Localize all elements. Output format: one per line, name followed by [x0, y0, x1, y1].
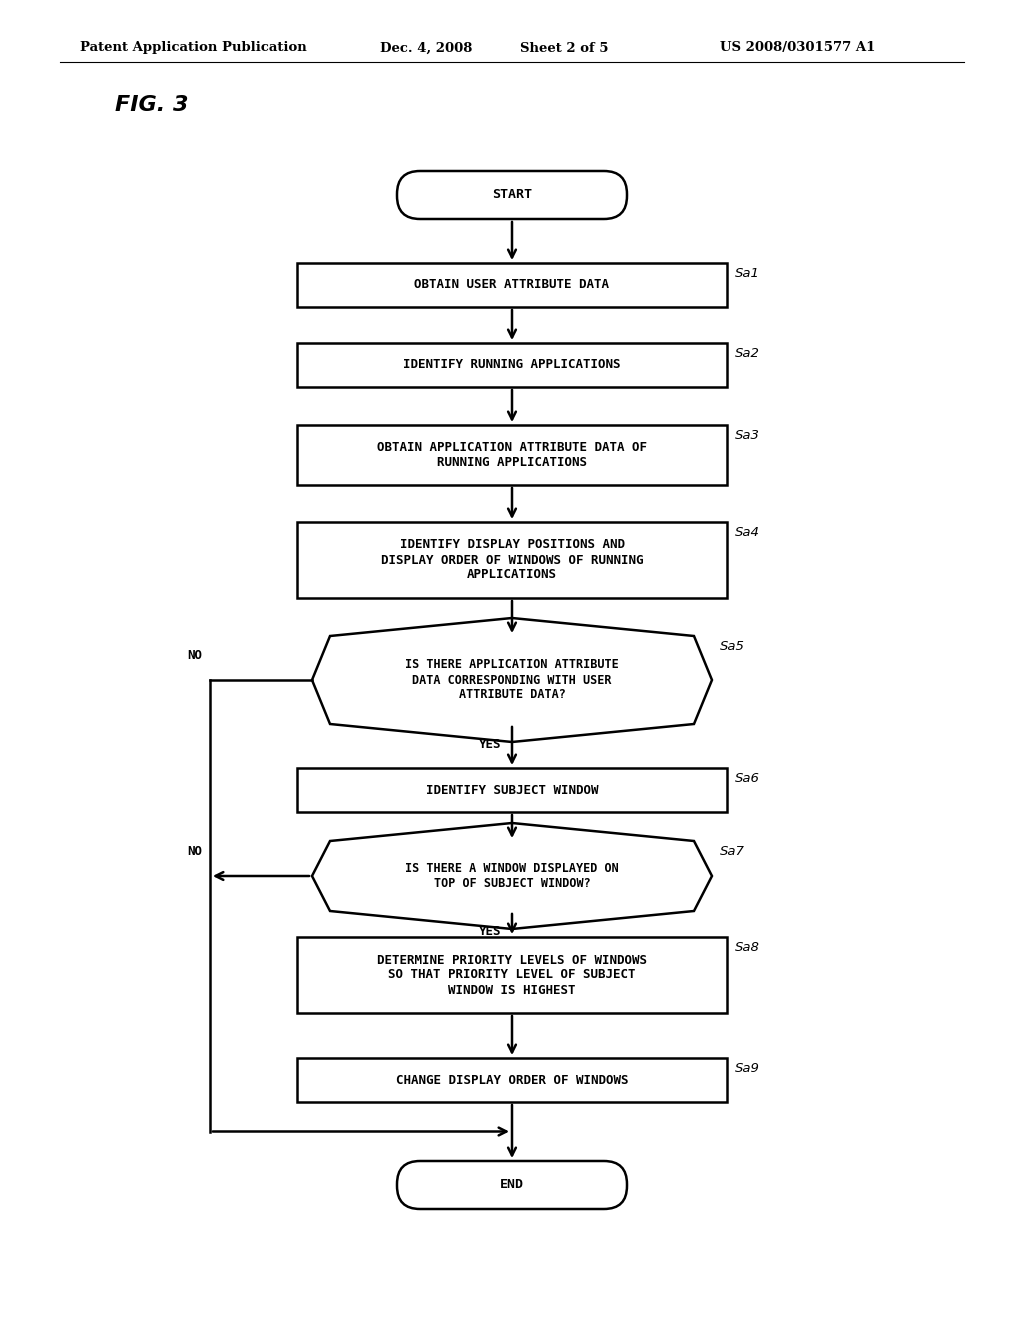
Text: END: END	[500, 1179, 524, 1192]
Text: Sa9: Sa9	[735, 1063, 760, 1074]
Bar	[297, 425, 727, 484]
Polygon shape	[312, 618, 712, 742]
Text: OBTAIN USER ATTRIBUTE DATA: OBTAIN USER ATTRIBUTE DATA	[415, 279, 609, 292]
Text: Sa1: Sa1	[735, 267, 760, 280]
Text: Sa6: Sa6	[735, 772, 760, 785]
Text: DETERMINE PRIORITY LEVELS OF WINDOWS
SO THAT PRIORITY LEVEL OF SUBJECT
WINDOW IS: DETERMINE PRIORITY LEVELS OF WINDOWS SO …	[377, 953, 647, 997]
Text: Patent Application Publication: Patent Application Publication	[80, 41, 307, 54]
Text: IDENTIFY SUBJECT WINDOW: IDENTIFY SUBJECT WINDOW	[426, 784, 598, 796]
Text: YES: YES	[479, 738, 502, 751]
Text: OBTAIN APPLICATION ATTRIBUTE DATA OF
RUNNING APPLICATIONS: OBTAIN APPLICATION ATTRIBUTE DATA OF RUN…	[377, 441, 647, 469]
Text: Dec. 4, 2008: Dec. 4, 2008	[380, 41, 472, 54]
Text: IDENTIFY RUNNING APPLICATIONS: IDENTIFY RUNNING APPLICATIONS	[403, 359, 621, 371]
Text: START: START	[492, 189, 532, 202]
Text: Sa5: Sa5	[720, 640, 744, 653]
Text: Sa7: Sa7	[720, 845, 744, 858]
Text: IS THERE A WINDOW DISPLAYED ON
TOP OF SUBJECT WINDOW?: IS THERE A WINDOW DISPLAYED ON TOP OF SU…	[406, 862, 618, 890]
Bar	[297, 521, 727, 598]
Text: CHANGE DISPLAY ORDER OF WINDOWS: CHANGE DISPLAY ORDER OF WINDOWS	[395, 1073, 629, 1086]
Bar	[297, 937, 727, 1012]
Text: Sheet 2 of 5: Sheet 2 of 5	[520, 41, 608, 54]
Text: YES: YES	[479, 925, 502, 939]
Text: Sa8: Sa8	[735, 941, 760, 954]
Text: Sa4: Sa4	[735, 525, 760, 539]
Bar	[297, 263, 727, 308]
Text: Sa2: Sa2	[735, 347, 760, 360]
FancyBboxPatch shape	[397, 172, 627, 219]
Text: US 2008/0301577 A1: US 2008/0301577 A1	[720, 41, 876, 54]
Text: IS THERE APPLICATION ATTRIBUTE
DATA CORRESPONDING WITH USER
ATTRIBUTE DATA?: IS THERE APPLICATION ATTRIBUTE DATA CORR…	[406, 659, 618, 701]
FancyBboxPatch shape	[397, 1162, 627, 1209]
Text: NO: NO	[187, 845, 202, 858]
Bar	[297, 768, 727, 812]
Bar	[297, 1059, 727, 1102]
Text: NO: NO	[187, 649, 202, 663]
Text: IDENTIFY DISPLAY POSITIONS AND
DISPLAY ORDER OF WINDOWS OF RUNNING
APPLICATIONS: IDENTIFY DISPLAY POSITIONS AND DISPLAY O…	[381, 539, 643, 582]
Text: FIG. 3: FIG. 3	[115, 95, 188, 115]
Text: Sa3: Sa3	[735, 429, 760, 442]
Bar	[297, 343, 727, 387]
Polygon shape	[312, 822, 712, 929]
